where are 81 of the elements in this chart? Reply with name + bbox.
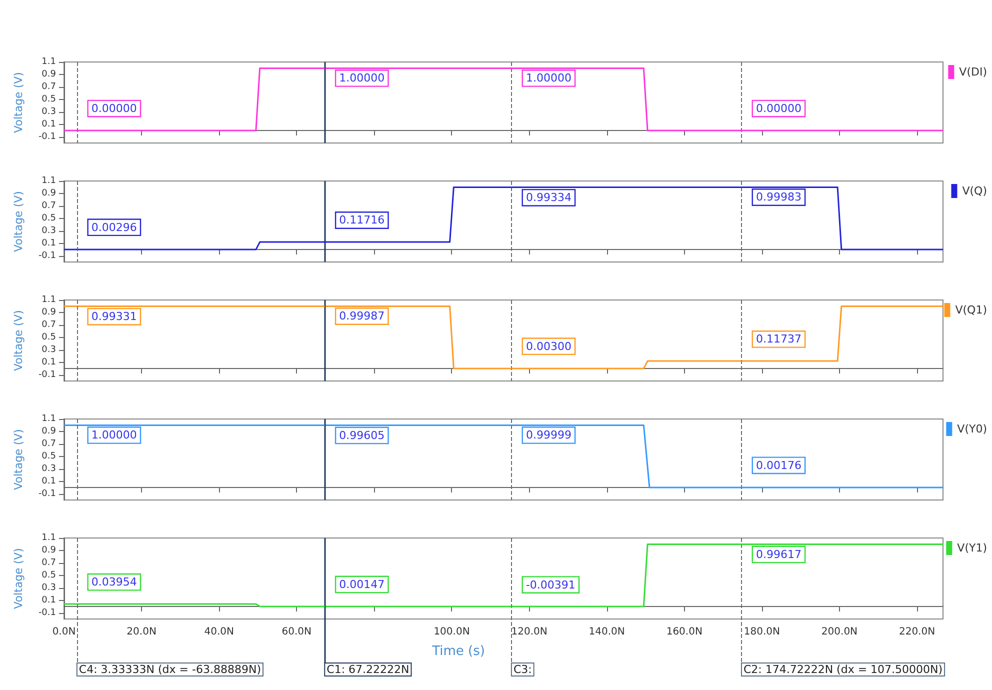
x-tick-label: 200.0N: [821, 626, 858, 638]
annotation: 0.99983: [756, 190, 802, 204]
x-tick-label: 20.0N: [126, 626, 156, 638]
y-axis-title: Voltage (V): [12, 548, 25, 609]
legend-label: V(Q): [962, 184, 988, 198]
y-tick-label: 0.1: [42, 357, 56, 368]
legend-label: V(DI): [959, 66, 988, 78]
x-tick-label: 220.0N: [898, 626, 936, 638]
y-tick-label: 0.5: [42, 94, 56, 104]
y-tick-label: 0.9: [42, 188, 56, 198]
x-tick-label: 180.0N: [744, 626, 780, 638]
annotation: 0.11737: [756, 332, 802, 346]
annotation: 0.00176: [756, 458, 802, 472]
y-tick-label: 0.3: [42, 582, 56, 593]
y-tick-label: 0.9: [42, 426, 56, 436]
y-tick-label: 0.3: [42, 226, 56, 236]
y-tick-label: 1.1: [42, 414, 56, 424]
y-tick-label: 0.7: [42, 200, 56, 211]
ref-line-label: C1: 67.22222N: [326, 663, 410, 676]
y-tick-label: 0.9: [42, 307, 56, 318]
y-axis-title: Voltage (V): [12, 310, 25, 371]
y-tick-label: 1.1: [42, 295, 56, 305]
ref-line-label: C4: 3.33333N (dx = -63.88889N): [78, 663, 262, 676]
y-axis-title: Voltage (V): [12, 191, 25, 252]
x-tick-label: 60.0N: [282, 626, 312, 638]
ref-line-label: C3:: [513, 663, 532, 676]
annotation: 0.99617: [756, 548, 802, 561]
y-tick-label: 0.7: [42, 558, 56, 568]
annotation: 0.99605: [339, 428, 385, 442]
annotation: 0.11716: [339, 214, 385, 227]
y-tick-label: 0.5: [42, 570, 56, 580]
y-tick-label: 0.1: [42, 476, 56, 486]
ref-line-label: C2: 174.72222N (dx = 107.50000N): [743, 663, 943, 676]
legend-label: V(Y0): [957, 422, 987, 436]
annotation: 1.00000: [526, 72, 572, 85]
legend-label: V(Y1): [957, 542, 987, 554]
annotation: 0.99987: [339, 310, 385, 323]
x-tick-label: 40.0N: [204, 626, 234, 638]
annotation: 0.00000: [756, 102, 802, 116]
annotation: 0.99331: [91, 310, 137, 324]
y-tick-label: 0.3: [42, 106, 56, 117]
y-tick-label: -0.1: [38, 608, 56, 618]
annotation: 1.00000: [339, 72, 385, 85]
y-tick-label: 0.5: [42, 332, 56, 342]
y-tick-label: -0.1: [38, 488, 56, 499]
y-tick-label: 0.7: [42, 438, 56, 449]
annotation: 0.00147: [339, 578, 385, 591]
y-tick-label: 0.3: [42, 464, 56, 474]
y-tick-label: 0.3: [42, 344, 56, 355]
annotation: 0.99999: [526, 428, 572, 442]
y-axis-title: Voltage (V): [12, 429, 25, 490]
y-tick-label: 0.9: [42, 545, 56, 556]
annotation: 0.99334: [526, 191, 572, 204]
x-tick-label: 140.0N: [588, 626, 625, 638]
y-tick-label: 0.9: [42, 69, 56, 80]
x-tick-label: 100.0N: [434, 626, 470, 638]
y-tick-label: -0.1: [38, 132, 56, 142]
y-tick-label: 0.7: [42, 82, 56, 92]
annotation: 0.00300: [526, 340, 572, 353]
y-tick-label: 0.5: [42, 451, 56, 462]
y-tick-label: -0.1: [38, 370, 56, 380]
x-axis-title: Time (s): [431, 644, 485, 659]
y-tick-label: 1.1: [42, 176, 56, 186]
x-tick-label: 160.0N: [666, 626, 702, 638]
annotation: 0.00000: [91, 102, 137, 116]
y-axis-title: Voltage (V): [12, 72, 25, 133]
y-tick-label: 1.1: [42, 57, 56, 67]
annotation: 0.00296: [91, 220, 137, 234]
y-tick-label: 1.1: [42, 533, 56, 543]
y-tick-label: 0.1: [42, 119, 56, 130]
annotation: -0.00391: [526, 578, 576, 592]
y-tick-label: -0.1: [38, 250, 56, 261]
x-tick-label: 120.0N: [511, 626, 548, 638]
annotation: 0.03954: [91, 576, 137, 589]
x-tick-label: 0.0N: [52, 626, 76, 638]
y-tick-label: 0.5: [42, 213, 56, 224]
y-tick-label: 0.1: [42, 595, 56, 606]
legend-label: V(Q1): [955, 304, 987, 316]
y-tick-label: 0.1: [42, 238, 56, 248]
annotation: 1.00000: [91, 428, 137, 442]
y-tick-label: 0.7: [42, 320, 56, 330]
